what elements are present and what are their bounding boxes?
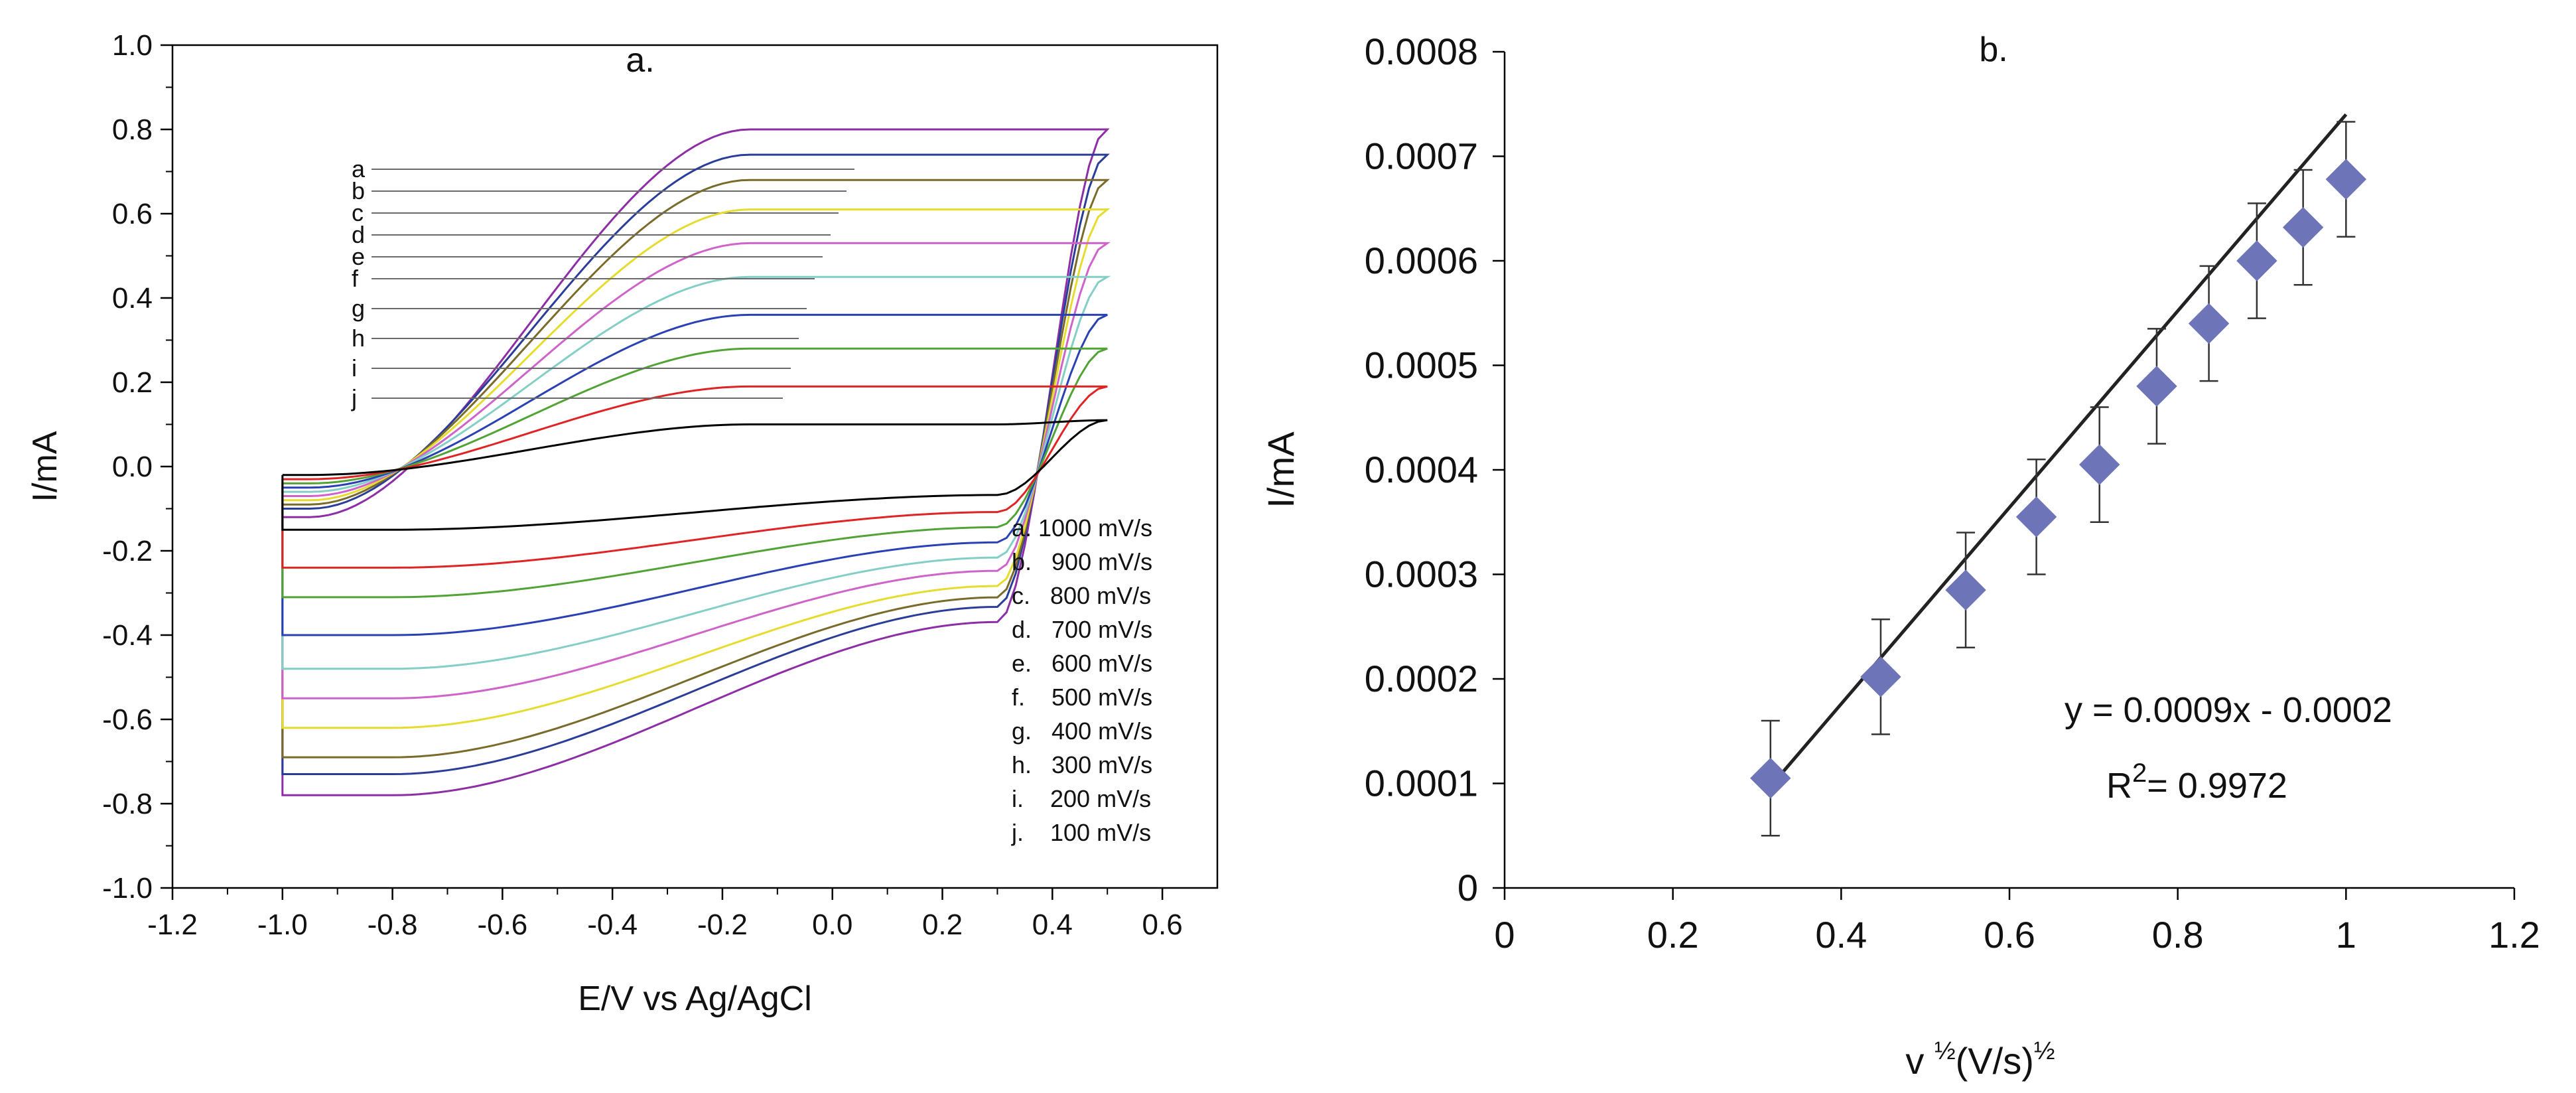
x-tick-label-b: 0.2	[1647, 914, 1699, 956]
x-tick-label-a: 0.0	[812, 909, 852, 941]
curve-label-h: h	[352, 325, 365, 352]
curve-label-j: j	[351, 384, 357, 411]
y-tick-label-b: 0.0007	[1365, 135, 1478, 177]
data-point	[2079, 444, 2120, 485]
legend-entry: g. 400 mV/s	[1012, 717, 1152, 745]
legend-entry: f. 500 mV/s	[1012, 684, 1152, 711]
x-tick-label-a: 0.4	[1032, 909, 1073, 941]
panel-a-cyclic-voltammogram: -1.2 -1.0 -0.8 -0.6 -0.4 -0.2 0.0 0.2 0.4 0.6 -1.0…	[26, 29, 1219, 1018]
legend-entry: j. 100 mV/s	[1011, 819, 1151, 846]
curve-label-g: g	[352, 295, 365, 322]
x-tick-label-b: 0.8	[2152, 914, 2204, 956]
data-point	[2325, 159, 2367, 200]
y-tick-label-a: -0.2	[102, 535, 153, 567]
curve-label-b: b	[352, 177, 365, 204]
legend-entry: e. 600 mV/s	[1012, 650, 1152, 677]
y-tick-label-b: 0	[1457, 867, 1478, 909]
data-point	[2282, 206, 2324, 248]
fit-line	[1769, 113, 2348, 788]
panel-title-a: a.	[626, 41, 654, 80]
x-axis-title-b: v ½(V/s)½	[1905, 1037, 2055, 1082]
data-point	[2136, 366, 2177, 407]
cv-curve-f	[281, 275, 1111, 670]
cv-curve-j	[281, 419, 1108, 531]
cv-curve-c	[281, 179, 1111, 759]
x-tick-label-a: -1.0	[257, 909, 308, 941]
x-tick-label-a: -0.8	[368, 909, 418, 941]
y-tick-label-a: 0.2	[112, 366, 153, 399]
y-tick-label-b: 0.0004	[1365, 449, 1478, 490]
legend-entry: b. 900 mV/s	[1012, 548, 1152, 575]
cv-curve-b	[281, 153, 1110, 775]
x-tick-label-b: 1.2	[2488, 914, 2540, 956]
data-point	[1750, 757, 1791, 799]
x-tick-label-a: -0.6	[477, 909, 527, 941]
curve-label-f: f	[352, 265, 359, 292]
cv-curve-g	[281, 313, 1108, 636]
y-tick-label-a: -0.6	[102, 703, 153, 736]
x-tick-label-a: -1.2	[147, 909, 198, 941]
cv-curve-d	[281, 208, 1111, 729]
data-point	[2188, 303, 2230, 344]
data-point	[2236, 240, 2277, 281]
legend-entry: h. 300 mV/s	[1012, 751, 1152, 778]
y-tick-label-b: 0.0005	[1365, 344, 1478, 386]
y-tick-label-a: 0.4	[112, 282, 153, 315]
y-tick-label-a: 1.0	[112, 29, 153, 62]
x-tick-label-b: 0.4	[1815, 914, 1867, 956]
legend-entry: c. 800 mV/s	[1012, 582, 1151, 609]
curve-label-c: c	[352, 199, 364, 226]
legend-entry: i. 200 mV/s	[1012, 785, 1151, 812]
x-axis-title-a: E/V vs Ag/AgCl	[578, 980, 812, 1018]
legend-entry: a. 1000 mV/s	[1012, 514, 1152, 542]
fit-equation: y = 0.0009x - 0.0002	[2065, 690, 2392, 730]
data-point	[1945, 569, 1986, 611]
y-tick-label-b: 0.0006	[1365, 240, 1478, 281]
curve-label-i: i	[352, 354, 357, 382]
y-tick-label-a: 0.8	[112, 113, 153, 146]
y-tick-label-b: 0.0008	[1365, 31, 1478, 72]
panel-b-scan-rate-plot: 0 0.0001 0.0002 0.0003 0.0004 0.0005 0.0006 0.0…	[1260, 31, 2540, 1082]
data-point	[1860, 656, 1901, 697]
r-squared-label: R2= 0.9972	[2106, 759, 2287, 806]
x-tick-label-b: 0	[1494, 914, 1515, 956]
y-tick-label-a: -0.4	[102, 619, 153, 652]
x-tick-label-a: -0.2	[697, 909, 748, 941]
curve-label-e: e	[352, 243, 365, 270]
data-point	[2015, 496, 2057, 538]
cv-curve-i	[281, 385, 1108, 569]
x-tick-label-a: 0.2	[922, 909, 963, 941]
curve-label-a: a	[352, 155, 366, 182]
x-tick-label-a: 0.6	[1142, 909, 1183, 941]
y-tick-label-a: 0.6	[112, 198, 153, 230]
y-tick-label-a: -0.8	[102, 788, 153, 820]
x-tick-label-b: 1	[2336, 914, 2356, 956]
cv-curve-e	[281, 242, 1111, 699]
cv-curve-h	[281, 347, 1108, 599]
x-tick-label-a: -0.4	[587, 909, 638, 941]
panel-title-b: b.	[1979, 31, 2007, 69]
y-tick-label-b: 0.0001	[1365, 763, 1478, 804]
legend-entry: d. 700 mV/s	[1012, 616, 1152, 643]
y-tick-label-b: 0.0002	[1365, 658, 1478, 699]
x-tick-label-b: 0.6	[1984, 914, 2035, 956]
y-axis-title-a: I/mA	[26, 431, 64, 502]
y-axis-title-b: I/mA	[1260, 431, 1302, 508]
y-tick-label-a: 0.0	[112, 451, 153, 483]
cv-curve-a	[281, 128, 1110, 796]
y-tick-label-b: 0.0003	[1365, 553, 1478, 595]
y-tick-label-a: -1.0	[102, 872, 153, 905]
curve-label-d: d	[352, 221, 365, 248]
